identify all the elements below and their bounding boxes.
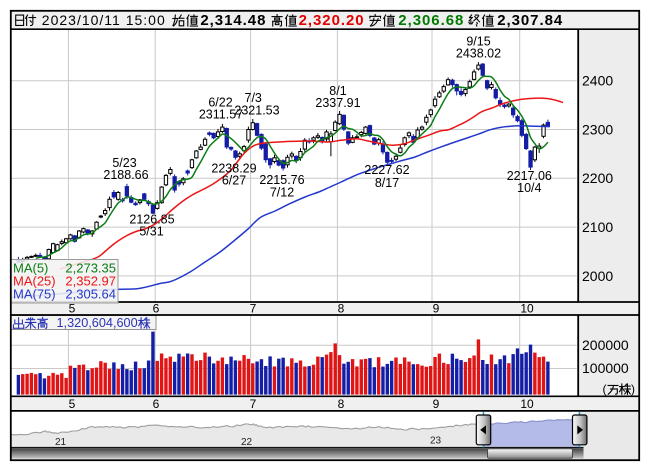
- svg-text:2,306.68: 2,306.68: [398, 12, 464, 29]
- svg-text:10: 10: [520, 397, 534, 411]
- svg-text:2000: 2000: [582, 268, 613, 284]
- svg-text:200000: 200000: [582, 337, 629, 353]
- svg-text:2321.53: 2321.53: [234, 103, 279, 117]
- svg-text:2,352.97: 2,352.97: [65, 274, 116, 289]
- svg-text:2,305.64: 2,305.64: [65, 287, 116, 302]
- svg-text:100000: 100000: [582, 360, 629, 376]
- svg-text:2200: 2200: [582, 170, 613, 186]
- svg-text:22: 22: [241, 437, 253, 448]
- svg-text:2,314.48: 2,314.48: [200, 12, 266, 29]
- svg-text:5/31: 5/31: [139, 225, 163, 239]
- svg-text:2188.66: 2188.66: [103, 168, 148, 182]
- svg-text:2438.02: 2438.02: [456, 47, 501, 61]
- svg-text:23: 23: [430, 435, 442, 446]
- svg-text:2215.76: 2215.76: [259, 173, 304, 187]
- svg-text:6: 6: [153, 301, 160, 315]
- svg-text:7/12: 7/12: [270, 185, 294, 199]
- svg-text:6: 6: [153, 397, 160, 411]
- svg-text:2311.57: 2311.57: [199, 108, 243, 122]
- svg-text:21: 21: [55, 437, 67, 448]
- svg-text:2126.85: 2126.85: [129, 212, 174, 226]
- svg-text:MA(25): MA(25): [13, 274, 56, 289]
- svg-text:8/17: 8/17: [375, 176, 399, 190]
- svg-text:2238.29: 2238.29: [211, 161, 256, 175]
- svg-text:2023/10/11 15:00: 2023/10/11 15:00: [42, 12, 166, 28]
- svg-text:6/27: 6/27: [222, 174, 246, 188]
- svg-text:): ): [631, 382, 635, 396]
- svg-text:10: 10: [520, 301, 534, 315]
- svg-text:6/22: 6/22: [208, 95, 232, 109]
- svg-text:8: 8: [338, 301, 345, 315]
- svg-text:10/4: 10/4: [517, 181, 541, 195]
- svg-text:8/1: 8/1: [329, 84, 346, 98]
- svg-text:MA(75): MA(75): [13, 287, 56, 302]
- svg-text:7/3: 7/3: [245, 91, 262, 105]
- svg-text:2227.62: 2227.62: [364, 163, 409, 177]
- svg-text:2337.91: 2337.91: [315, 96, 360, 110]
- svg-text:2300: 2300: [582, 121, 613, 137]
- svg-text:2400: 2400: [582, 73, 613, 89]
- svg-text:8: 8: [338, 397, 345, 411]
- svg-text:1,320,604,600: 1,320,604,600: [57, 316, 138, 330]
- svg-text:2217.06: 2217.06: [507, 169, 552, 183]
- svg-text:5: 5: [69, 301, 76, 315]
- svg-text:MA(5): MA(5): [13, 261, 48, 276]
- svg-text:2,320.20: 2,320.20: [299, 12, 365, 29]
- svg-text:2,273.35: 2,273.35: [65, 261, 116, 276]
- svg-text:9: 9: [433, 301, 440, 315]
- svg-text:9: 9: [433, 397, 440, 411]
- svg-text:2100: 2100: [582, 219, 613, 235]
- svg-text:(: (: [603, 382, 607, 396]
- svg-text:9/15: 9/15: [466, 34, 490, 48]
- svg-text:7: 7: [250, 301, 257, 315]
- svg-text:2,307.84: 2,307.84: [497, 12, 563, 29]
- svg-text:5: 5: [69, 397, 76, 411]
- svg-text:5/23: 5/23: [112, 156, 136, 170]
- svg-text:7: 7: [250, 397, 257, 411]
